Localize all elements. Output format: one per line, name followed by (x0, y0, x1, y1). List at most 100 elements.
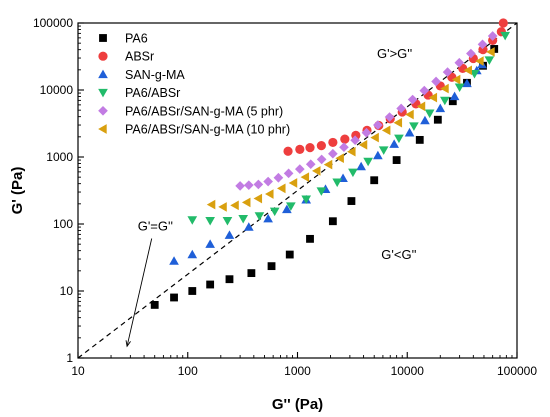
data-point-series-1 (498, 18, 508, 28)
legend-label: SAN-g-MA (125, 68, 185, 82)
data-point-series-0 (448, 97, 457, 106)
data-point-series-4 (361, 127, 372, 138)
data-point-series-5 (218, 202, 227, 212)
data-point-series-0 (225, 275, 234, 284)
data-point-series-3 (301, 195, 312, 204)
data-point-series-4 (305, 159, 316, 170)
annotation-arrowhead (125, 340, 131, 348)
data-point-series-3 (409, 122, 419, 131)
data-point-series-1 (295, 144, 305, 154)
annotation-arrow (126, 238, 153, 347)
annotation-label: G'<G'' (381, 247, 416, 262)
data-point-series-3 (205, 217, 215, 226)
x-tick-label: 100000 (497, 364, 537, 378)
data-point-series-2 (373, 150, 383, 160)
data-point-series-5 (475, 56, 484, 66)
data-point-series-3 (424, 109, 435, 119)
data-point-series-3 (332, 178, 343, 188)
y-tick-label: 10000 (40, 83, 74, 97)
y-tick-label: 100 (53, 217, 73, 231)
data-point-series-3 (394, 134, 404, 144)
data-point-series-5 (416, 101, 426, 112)
data-point-series-4 (373, 120, 383, 130)
data-point-series-5 (393, 117, 403, 128)
data-point-series-3 (348, 168, 358, 178)
data-point-series-2 (169, 256, 179, 265)
data-point-series-5 (451, 74, 461, 85)
data-point-series-5 (300, 172, 310, 182)
data-point-series-4 (487, 31, 498, 41)
data-point-series-4 (273, 172, 284, 183)
legend-marker (98, 51, 108, 61)
y-tick-label: 1000 (46, 150, 73, 164)
data-point-series-4 (339, 142, 349, 153)
y-axis-title: G' (Pa) (9, 167, 26, 215)
data-point-series-0 (247, 269, 256, 278)
data-point-series-3 (484, 56, 495, 65)
y-tick-label: 1 (66, 351, 73, 365)
data-point-series-2 (404, 127, 415, 137)
data-point-series-4 (263, 176, 273, 187)
data-point-series-5 (335, 153, 344, 164)
data-point-series-2 (243, 222, 254, 231)
data-point-series-5 (253, 193, 263, 204)
data-point-series-5 (440, 83, 449, 94)
data-point-series-2 (356, 161, 366, 171)
legend-marker (99, 34, 107, 42)
legend-marker (98, 69, 108, 79)
data-point-series-1 (340, 134, 350, 144)
y-tick-label: 10 (60, 284, 74, 298)
legend-label: ABSr (125, 50, 154, 64)
y-tick-label: 100000 (33, 16, 73, 30)
data-point-series-3 (454, 83, 465, 93)
data-point-series-3 (440, 96, 450, 106)
annotations: G'>G'' G'<G'' G'=G'' (125, 46, 417, 348)
data-point-series-0 (267, 262, 276, 271)
x-tick-label: 10 (71, 364, 85, 378)
data-point-series-3 (187, 216, 198, 225)
legend-marker (98, 88, 108, 98)
data-point-series-2 (224, 230, 235, 239)
data-point-series-3 (254, 212, 265, 221)
x-axis-title: G'' (Pa) (272, 396, 323, 413)
data-point-series-0 (150, 300, 159, 309)
data-point-series-3 (222, 217, 233, 226)
data-point-series-4 (384, 112, 395, 122)
data-point-series-0 (392, 156, 401, 164)
legend-marker (98, 124, 107, 134)
data-point-series-5 (323, 159, 333, 170)
data-point-series-4 (316, 154, 327, 165)
data-point-series-4 (294, 164, 305, 174)
data-point-series-0 (347, 197, 356, 205)
data-point-series-4 (396, 103, 406, 114)
x-tick-label: 100 (178, 364, 198, 378)
data-point-series-3 (238, 215, 249, 224)
data-point-series-5 (277, 183, 286, 194)
data-point-series-5 (288, 178, 298, 188)
legend-label: PA6/ABSr/SAN-g-MA (5 phr) (125, 104, 283, 118)
legend-marker (98, 105, 108, 116)
legend-label: PA6/ABSr (125, 86, 180, 100)
legend: PA6 ABSr SAN-g-MA PA6/ABSr PA6/ABSr/SAN-g-MA… (98, 32, 290, 137)
data-point-series-5 (381, 125, 391, 136)
data-point-series-4 (253, 179, 264, 190)
legend-label: PA6/ABSr/SAN-g-MA (10 phr) (125, 123, 290, 137)
data-point-series-2 (205, 239, 215, 248)
data-point-series-4 (243, 180, 254, 190)
data-point-series-0 (433, 115, 442, 124)
data-point-series-2 (187, 249, 198, 259)
axes: 10 100 1000 10000 10000011010010001000010000… (33, 16, 537, 378)
data-point-series-3 (316, 187, 327, 196)
legend-label: PA6 (125, 32, 148, 46)
data-point-series-5 (347, 146, 356, 157)
annotation-label: G'=G'' (138, 218, 173, 233)
data-point-series-0 (188, 287, 197, 295)
data-point-series-3 (378, 146, 389, 155)
data-point-series-4 (454, 57, 465, 68)
data-point-series-0 (306, 234, 314, 243)
x-tick-label: 1000 (284, 364, 311, 378)
data-point-series-1 (283, 146, 293, 156)
data-point-series-0 (370, 176, 379, 185)
data-point-series-4 (350, 135, 360, 146)
data-point-series-5 (405, 109, 414, 120)
